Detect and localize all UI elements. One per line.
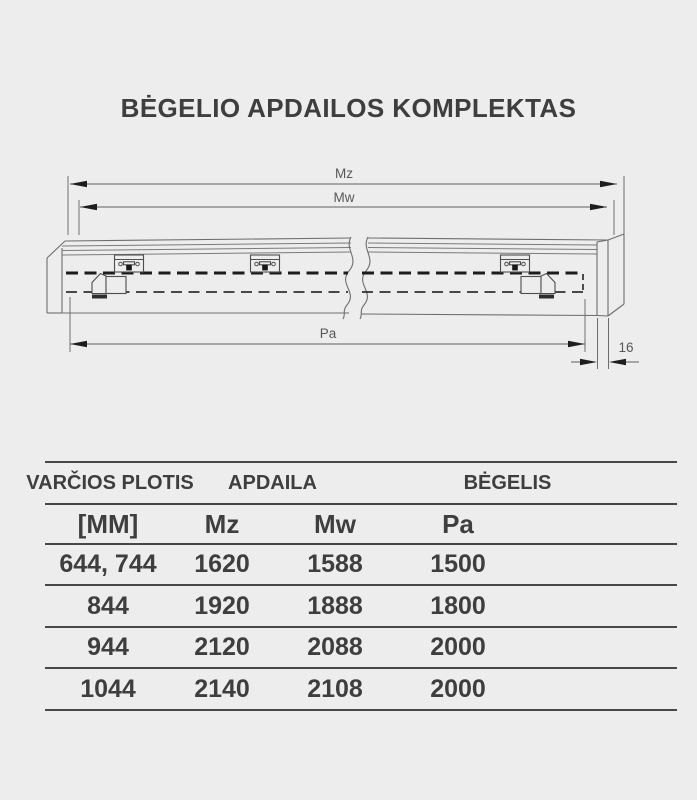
dimension-label-mz: Mz — [335, 166, 353, 181]
group-header-varcios-plotis: VARČIOS PLOTIS — [26, 471, 194, 494]
cell-mw: 2108 — [307, 674, 363, 703]
cell-width: 644, 744 — [59, 550, 157, 578]
cell-pa: 1800 — [430, 591, 486, 620]
cell-pa: 1500 — [430, 550, 486, 578]
mounting-bracket-icon — [113, 254, 145, 273]
cell-mw: 1588 — [307, 550, 363, 578]
break-line-left — [342, 236, 354, 320]
dimension-label-mw: Mw — [334, 190, 355, 205]
cell-pa: 2000 — [430, 633, 486, 661]
cell-width: 1044 — [80, 674, 136, 703]
rail-technical-drawing: Mz Mw — [46, 166, 639, 369]
group-header-begelis: BĖGELIS — [463, 471, 552, 494]
cell-mz: 2120 — [194, 633, 250, 661]
dimension-pa: Pa — [69, 297, 586, 352]
column-header-mz: Mz — [204, 508, 240, 539]
dimension-mz: Mz — [67, 166, 625, 237]
cell-width: 944 — [87, 633, 129, 661]
table-row: 1044 2140 2108 2000 — [45, 667, 677, 709]
rail-right-piece — [359, 233, 625, 320]
arrow-left-icon — [80, 203, 97, 211]
dimension-mw: Mw — [78, 190, 615, 235]
column-header-mw: Mw — [314, 508, 356, 539]
column-header-pa: Pa — [442, 508, 474, 539]
cell-pa: 2000 — [430, 674, 486, 703]
specification-table: VARČIOS PLOTIS APDAILA BĖGELIS [MM] Mz M… — [26, 461, 677, 711]
table-row: 844 1920 1888 1800 — [45, 584, 677, 626]
break-line-right — [359, 236, 371, 320]
rail-left-piece — [46, 236, 354, 320]
dimension-label-16: 16 — [618, 340, 633, 355]
table-row: 644, 744 1620 1588 1500 — [45, 543, 677, 584]
table-group-header-row: VARČIOS PLOTIS APDAILA BĖGELIS — [26, 461, 677, 503]
table-column-header-row: [MM] Mz Mw Pa — [45, 503, 677, 543]
table-row: 944 2120 2088 2000 — [45, 626, 677, 667]
arrow-left-icon — [609, 358, 626, 366]
page-title: BĖGELIO APDAILOS KOMPLEKTAS — [120, 93, 577, 123]
cell-mw: 2088 — [307, 633, 363, 661]
hidden-track-lines — [66, 271, 584, 293]
cell-mz: 1920 — [194, 591, 250, 620]
arrow-left-icon — [70, 340, 87, 348]
arrow-right-icon — [568, 340, 585, 348]
mounting-bracket-icon — [499, 254, 531, 273]
arrow-right-icon — [600, 180, 617, 188]
mounting-bracket-icon — [249, 254, 281, 273]
group-header-apdaila: APDAILA — [228, 471, 317, 494]
column-header-mm: [MM] — [77, 508, 139, 539]
arrow-right-icon — [580, 358, 597, 366]
dimension-label-pa: Pa — [320, 326, 337, 341]
carriage-left-icon — [91, 272, 127, 299]
rail-end-cap — [596, 233, 625, 317]
cell-mz: 1620 — [194, 550, 250, 578]
cell-mw: 1888 — [307, 591, 363, 620]
arrow-right-icon — [590, 203, 607, 211]
arrow-left-icon — [70, 180, 87, 188]
cell-mz: 2140 — [194, 674, 250, 703]
cell-width: 844 — [87, 591, 129, 620]
carriage-right-icon — [520, 272, 556, 299]
dimension-16: 16 — [571, 318, 639, 369]
